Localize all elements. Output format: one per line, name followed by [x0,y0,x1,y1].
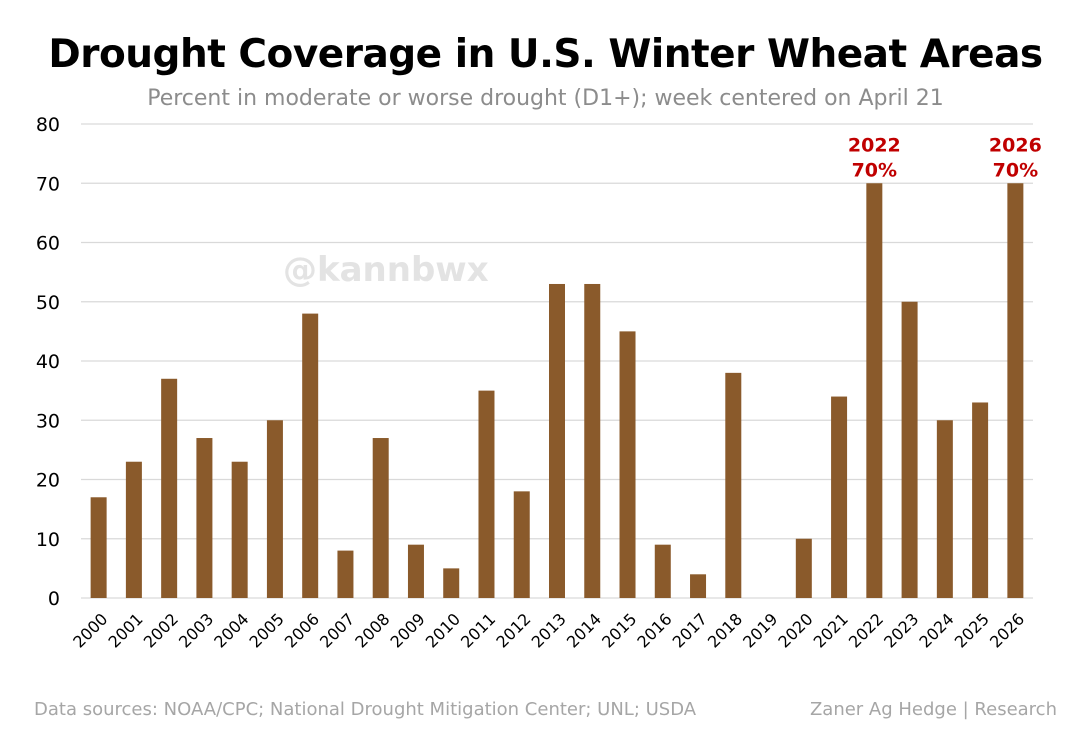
data-source-note: Data sources: NOAA/CPC; National Drought… [34,699,697,720]
bar-2002 [161,378,178,598]
chart-title: Drought Coverage in U.S. Winter Wheat Ar… [48,32,1043,77]
x-tick-label: 2015 [598,609,640,651]
x-tick-label: 2026 [986,609,1028,651]
x-tick-label: 2010 [422,609,464,651]
bar-2012 [513,491,530,598]
x-tick-label: 2025 [951,609,993,651]
y-tick-label: 10 [36,529,60,551]
x-tick-label: 2008 [351,609,393,651]
x-tick-label: 2018 [704,609,746,651]
bar-2026 [1007,183,1024,598]
y-tick-label: 0 [48,588,60,610]
y-tick-label: 50 [36,292,60,314]
bar-2013 [549,283,565,598]
x-tick-label: 2003 [175,609,217,651]
annotation-value: 70% [993,159,1038,181]
chart-subtitle: Percent in moderate or worse drought (D1… [147,86,944,111]
y-tick-label: 40 [36,351,60,373]
y-tick-label: 30 [36,410,60,432]
y-tick-label: 20 [36,470,60,492]
x-tick-label: 2007 [316,609,358,651]
bar-2009 [407,544,424,598]
bar-2017 [690,574,707,598]
annotation-year: 2022 [848,134,901,156]
bar-2010 [443,568,460,598]
x-tick-label: 2023 [880,609,922,651]
bars [90,183,1024,598]
bar-2001 [125,461,142,598]
bar-2004 [231,461,248,598]
x-tick-label: 2021 [810,609,852,651]
x-axis-ticks: 2000200120022003200420052006200720082009… [69,609,1028,651]
bar-2021 [831,396,848,598]
annotations: 2022 70% 2026 70% [848,134,1042,181]
bar-2007 [337,550,354,598]
bar-2003 [196,438,213,598]
x-tick-label: 2024 [915,609,957,651]
bar-2018 [725,372,742,598]
x-tick-label: 2014 [563,609,605,651]
x-tick-label: 2004 [210,609,252,651]
x-tick-label: 2020 [774,609,816,651]
x-tick-label: 2001 [104,609,146,651]
bar-2023 [901,301,918,598]
x-tick-label: 2019 [739,609,781,651]
annotation-value: 70% [852,159,897,181]
x-tick-label: 2002 [140,609,182,651]
y-axis-ticks: 0 10 20 30 40 50 60 70 80 [36,114,60,610]
bar-2024 [936,420,953,598]
x-tick-label: 2005 [246,609,288,651]
x-tick-label: 2016 [633,609,675,651]
x-tick-label: 2012 [492,609,534,651]
x-tick-label: 2017 [669,609,711,651]
bar-2000 [90,497,107,598]
y-tick-label: 80 [36,114,60,136]
bar-2014 [584,283,601,598]
x-tick-label: 2006 [281,609,323,651]
bar-2016 [654,544,671,598]
bar-2005 [266,420,283,598]
annotation-year: 2026 [989,134,1042,156]
x-tick-label: 2013 [528,609,570,651]
credit-note: Zaner Ag Hedge | Research [809,699,1057,720]
watermark: @kannbwx [283,250,489,290]
bar-2008 [372,438,389,598]
x-tick-label: 2000 [69,609,111,651]
bar-2020 [795,538,812,598]
x-tick-label: 2022 [845,609,887,651]
bar-2011 [478,390,495,598]
bar-2015 [619,331,636,598]
x-tick-label: 2009 [387,609,429,651]
x-tick-label: 2011 [457,609,499,651]
bar-2025 [972,402,989,598]
bar-2022 [866,183,883,598]
y-tick-label: 70 [36,173,60,195]
y-tick-label: 60 [36,233,60,255]
bar-2006 [302,313,319,598]
